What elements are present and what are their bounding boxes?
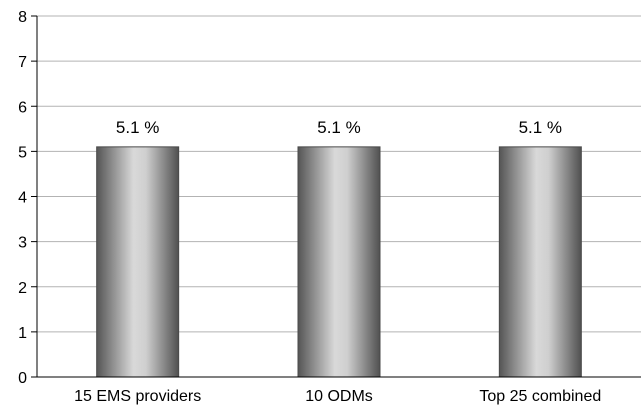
bar-3	[498, 146, 582, 378]
bars	[96, 146, 582, 378]
data-label: 5.1 %	[519, 118, 562, 137]
axes	[31, 15, 641, 378]
labels: 0 1 2 3 4 5 6 7 8 5.1 % 15 EMS providers 5.1 % 10 OD…	[18, 9, 601, 405]
y-tick-label: 0	[18, 370, 27, 387]
y-tick-label: 6	[18, 99, 27, 116]
y-tick-label: 1	[18, 325, 27, 342]
x-category-label: 10 ODMs	[305, 388, 373, 405]
y-tick-label: 4	[18, 190, 27, 207]
x-category-label: 15 EMS providers	[74, 388, 201, 405]
data-label: 5.1 %	[317, 118, 360, 137]
bar-2	[297, 146, 381, 378]
y-tick-label: 8	[18, 9, 27, 26]
bar-1	[96, 146, 180, 378]
y-tick-label: 7	[18, 54, 27, 71]
x-category-label: Top 25 combined	[479, 388, 601, 405]
y-tick-label: 3	[18, 235, 27, 252]
y-tick-label: 5	[18, 144, 27, 161]
data-label: 5.1 %	[116, 118, 159, 137]
y-tick-label: 2	[18, 280, 27, 297]
